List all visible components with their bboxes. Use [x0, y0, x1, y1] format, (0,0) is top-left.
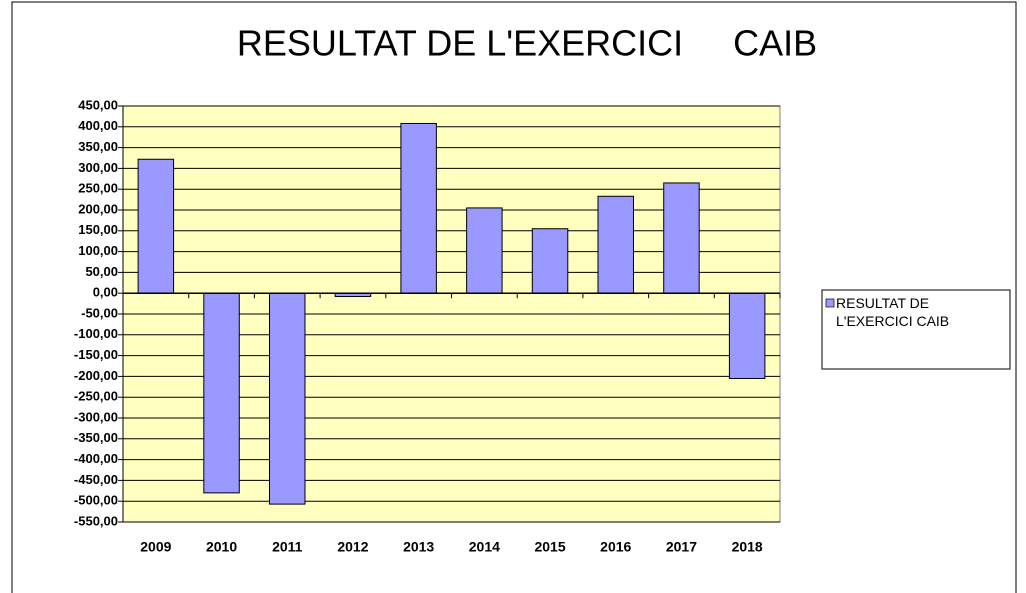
- x-tick-label: 2014: [469, 539, 500, 555]
- bar: [597, 195, 634, 294]
- x-tick-label: 2012: [337, 539, 368, 555]
- legend-swatch: [825, 298, 835, 308]
- y-tick-label: 200,00: [78, 201, 118, 216]
- y-tick-label: -200,00: [74, 368, 118, 383]
- legend-box: [821, 289, 1011, 370]
- y-tick-label: -100,00: [74, 326, 118, 341]
- y-tick-label: -50,00: [81, 305, 118, 320]
- y-tick-label: 400,00: [78, 118, 118, 133]
- bar: [466, 207, 503, 294]
- x-tick-label: 2015: [534, 539, 565, 555]
- y-tick-label: -300,00: [74, 409, 118, 424]
- y-tick-label: -350,00: [74, 430, 118, 445]
- legend-label: RESULTAT DE L'EXERCICI CAIB: [836, 295, 950, 329]
- y-tick-label: -550,00: [74, 513, 118, 528]
- x-tick-label: 2009: [140, 539, 171, 555]
- y-tick-label: -150,00: [74, 347, 118, 362]
- y-tick-label: 450,00: [78, 97, 118, 112]
- y-tick-label: 100,00: [78, 243, 118, 258]
- y-tick-label: 250,00: [78, 181, 118, 196]
- y-tick-label: 300,00: [78, 160, 118, 175]
- y-tick-label: 0,00: [93, 285, 118, 300]
- bar: [400, 122, 437, 294]
- bar: [728, 292, 766, 379]
- y-tick-label: -400,00: [74, 451, 118, 466]
- y-tick-label: 50,00: [85, 264, 118, 279]
- y-tick-label: 150,00: [78, 222, 118, 237]
- x-tick-label: 2011: [272, 539, 303, 555]
- bar: [137, 158, 175, 294]
- x-tick-label: 2017: [666, 539, 697, 555]
- y-tick-label: -250,00: [74, 389, 118, 404]
- y-tick-label: -450,00: [74, 472, 118, 487]
- y-tick-label: -500,00: [74, 493, 118, 508]
- chart-title: RESULTAT DE L'EXERCICI CAIB: [237, 23, 817, 64]
- x-tick-label: 2016: [600, 539, 631, 555]
- x-tick-label: 2010: [206, 539, 237, 555]
- x-tick-label: 2018: [732, 539, 763, 555]
- bar: [663, 182, 700, 294]
- x-tick-label: 2013: [403, 539, 434, 555]
- y-tick-label: 350,00: [78, 139, 118, 154]
- bar: [269, 292, 306, 505]
- bar: [531, 228, 569, 294]
- bar: [203, 292, 240, 494]
